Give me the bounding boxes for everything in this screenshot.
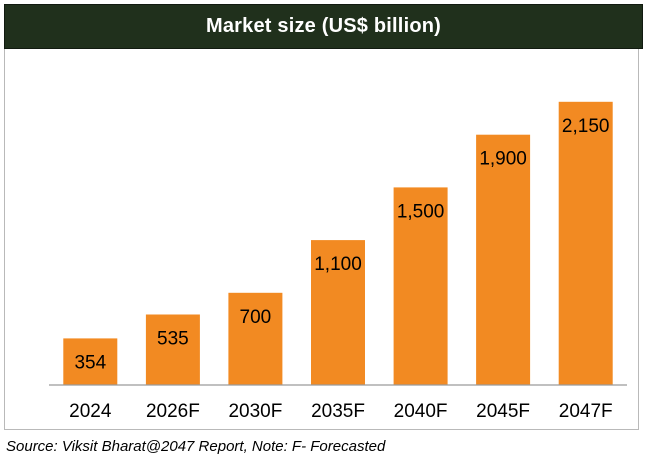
bar-2024 (63, 338, 118, 385)
data-label-2047F: 2,150 (562, 116, 610, 137)
x-tick-label-2035F: 2035F (311, 401, 365, 422)
data-label-2030F: 700 (240, 307, 272, 328)
source-caption: Source: Viksit Bharat@2047 Report, Note:… (6, 438, 386, 455)
chart-title-bar: Market size (US$ billion) (4, 4, 643, 49)
x-tick-label-2024: 2024 (69, 401, 112, 422)
x-tick-label-2030F: 2030F (228, 401, 282, 422)
bar-2035F (311, 240, 365, 385)
data-label-2035F: 1,100 (314, 254, 362, 275)
data-label-2024: 354 (74, 352, 106, 373)
bar-2040F (393, 187, 448, 385)
bar-2047F (558, 101, 613, 386)
x-tick-label-2045F: 2045F (476, 401, 530, 422)
bar-2026F (145, 314, 200, 385)
x-tick-label-2047F: 2047F (559, 401, 613, 422)
data-label-2045F: 1,900 (479, 149, 527, 170)
bar-2030F (228, 292, 283, 385)
chart-title: Market size (US$ billion) (205, 15, 442, 37)
x-tick-label-2026F: 2026F (146, 401, 200, 422)
data-label-2026F: 535 (157, 329, 189, 350)
data-label-2040F: 1,500 (397, 201, 445, 222)
x-tick-label-2040F: 2040F (394, 401, 448, 422)
bar-2045F (476, 134, 531, 385)
